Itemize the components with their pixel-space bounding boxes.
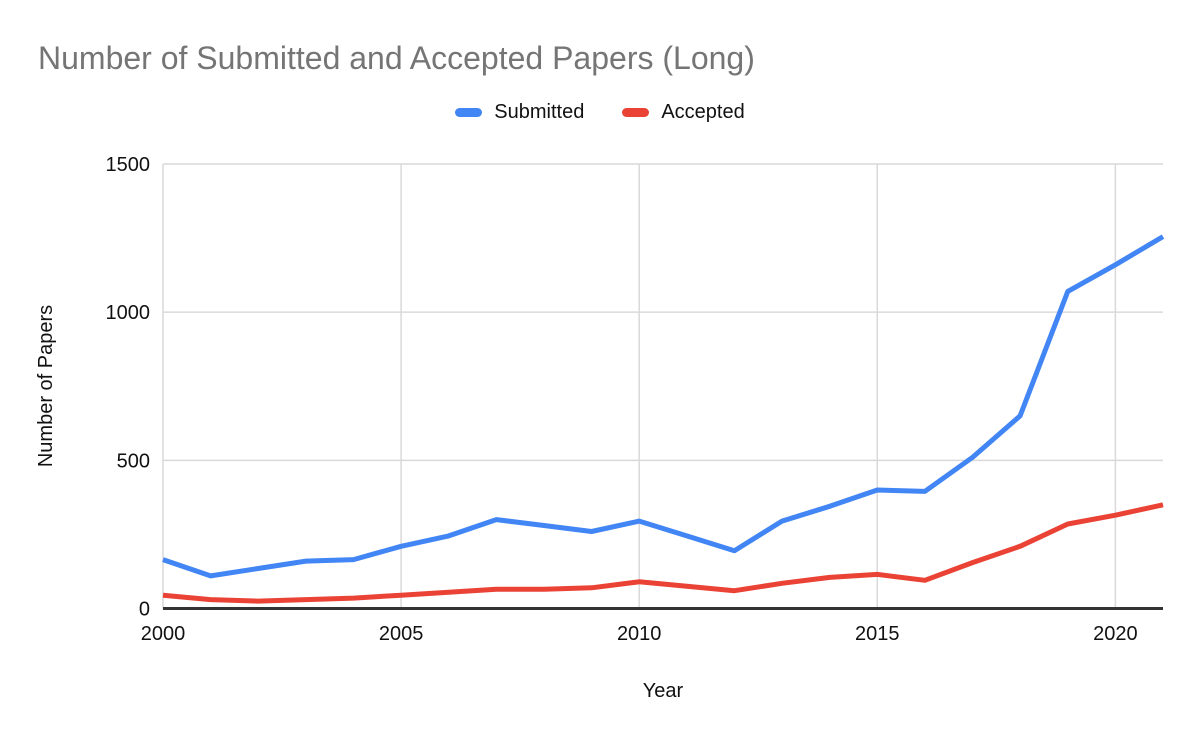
- y-tick-label-1500: 1500: [106, 154, 151, 176]
- accepted-swatch-icon: [622, 108, 650, 117]
- submitted-swatch-icon: [455, 108, 483, 117]
- x-tick-label-2005: 2005: [379, 623, 424, 645]
- series-lines: [162, 234, 1165, 604]
- x-tick-label-2020: 2020: [1093, 623, 1138, 645]
- legend-item-accepted: Accepted: [622, 101, 745, 124]
- y-tick-label-0: 0: [139, 599, 150, 621]
- x-axis-title: Year: [643, 680, 684, 702]
- tick-labels: 2000 2005 2010 2015 2020 0 500 1000 1500: [106, 154, 1138, 645]
- legend-label-submitted: Submitted: [494, 101, 585, 123]
- legend-label-accepted: Accepted: [661, 101, 745, 123]
- legend: Submitted Accepted: [0, 101, 1200, 124]
- y-tick-label-1000: 1000: [106, 302, 151, 324]
- gridlines: [162, 163, 1163, 609]
- submitted-line: [162, 234, 1165, 579]
- x-tick-label-2015: 2015: [855, 623, 900, 645]
- chart-title: Number of Submitted and Accepted Papers …: [38, 40, 755, 76]
- x-tick-label-2010: 2010: [617, 623, 662, 645]
- y-axis-title: Number of Papers: [35, 305, 57, 467]
- x-tick-label-2000: 2000: [141, 623, 186, 645]
- accepted-line: [162, 502, 1164, 604]
- legend-item-submitted: Submitted: [455, 101, 584, 124]
- y-tick-label-500: 500: [117, 450, 150, 472]
